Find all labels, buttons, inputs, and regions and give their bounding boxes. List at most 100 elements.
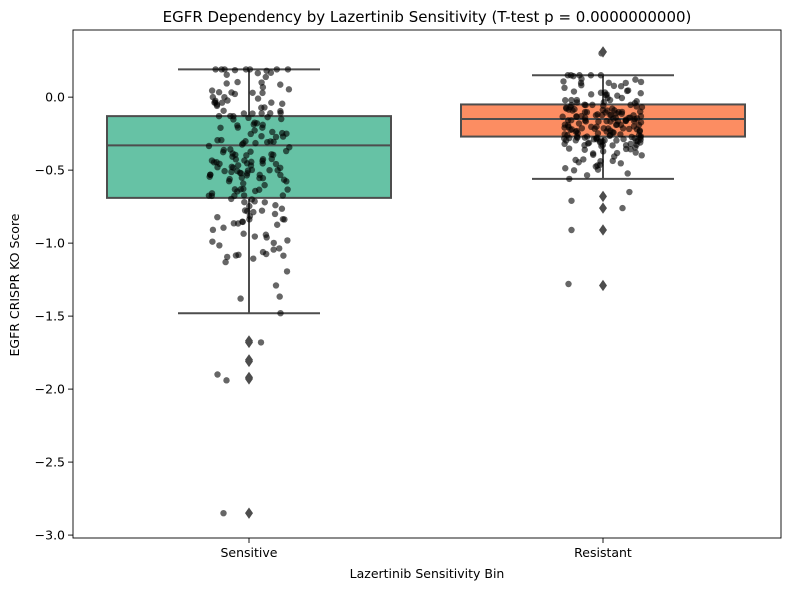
data-point-sensitive — [272, 160, 280, 168]
data-point-resistant — [561, 84, 568, 92]
data-point-sensitive — [228, 163, 235, 171]
data-point-resistant — [573, 113, 580, 121]
data-point-sensitive — [279, 129, 286, 137]
data-point-resistant — [570, 88, 578, 95]
data-point-resistant — [576, 72, 583, 79]
data-point-sensitive — [212, 66, 219, 73]
data-point-sensitive — [259, 124, 266, 131]
outlier-sensitive — [245, 336, 253, 349]
data-point-sensitive — [236, 169, 244, 176]
data-point-sensitive — [241, 207, 249, 214]
data-point-sensitive — [283, 268, 291, 275]
data-point-sensitive — [237, 295, 244, 302]
data-point-sensitive — [246, 202, 253, 210]
data-point-resistant — [619, 125, 627, 132]
data-point-resistant — [568, 226, 575, 234]
data-point-sensitive — [261, 181, 268, 189]
data-point-resistant — [594, 130, 602, 137]
data-point-sensitive — [213, 158, 220, 166]
data-point-sensitive — [251, 233, 259, 240]
data-point-sensitive — [269, 128, 276, 136]
data-point-sensitive — [221, 93, 228, 101]
data-point-sensitive — [243, 172, 250, 179]
data-point-sensitive — [267, 110, 274, 117]
outlier-resistant — [599, 46, 607, 58]
data-point-resistant — [612, 121, 620, 129]
data-point-sensitive — [216, 242, 223, 249]
y-tick-label: −2.5 — [35, 455, 65, 470]
data-point-resistant — [624, 87, 632, 94]
data-point-sensitive — [234, 124, 242, 131]
data-point-resistant — [620, 135, 627, 143]
x-axis-title: Lazertinib Sensitivity Bin — [350, 566, 505, 581]
data-point-sensitive — [228, 89, 235, 96]
data-point-resistant — [565, 280, 572, 288]
data-point-sensitive — [268, 99, 275, 106]
data-point-sensitive — [257, 339, 265, 346]
data-point-sensitive — [259, 157, 266, 165]
data-point-sensitive — [226, 175, 233, 183]
data-point-resistant — [599, 148, 607, 155]
data-point-resistant — [568, 197, 575, 204]
data-point-sensitive — [284, 186, 291, 193]
data-point-resistant — [581, 146, 588, 153]
data-point-resistant — [583, 108, 591, 116]
data-point-resistant — [637, 78, 645, 86]
data-point-sensitive — [220, 509, 227, 517]
data-point-resistant — [627, 140, 634, 147]
data-point-sensitive — [218, 99, 226, 106]
data-point-sensitive — [270, 239, 277, 247]
data-point-sensitive — [254, 69, 262, 77]
data-point-resistant — [605, 79, 612, 87]
data-point-sensitive — [249, 110, 256, 117]
data-point-sensitive — [231, 186, 239, 193]
data-point-resistant — [595, 118, 602, 125]
data-point-sensitive — [251, 127, 258, 134]
data-point-sensitive — [223, 80, 230, 87]
data-point-sensitive — [246, 66, 254, 73]
y-tick-label: 0.0 — [45, 90, 65, 105]
data-point-sensitive — [263, 67, 270, 74]
data-point-resistant — [609, 157, 616, 165]
data-point-sensitive — [263, 234, 270, 241]
data-point-sensitive — [279, 100, 286, 107]
data-point-sensitive — [280, 252, 287, 259]
data-point-sensitive — [272, 202, 279, 209]
y-tick-label: −3.0 — [35, 528, 65, 543]
data-point-resistant — [637, 119, 645, 126]
data-point-sensitive — [274, 167, 281, 174]
data-point-sensitive — [259, 84, 267, 91]
data-point-sensitive — [276, 245, 283, 252]
data-point-sensitive — [232, 252, 240, 259]
data-point-sensitive — [282, 147, 290, 155]
data-point-sensitive — [276, 293, 283, 300]
outlier-resistant — [599, 202, 607, 214]
data-point-sensitive — [221, 66, 228, 73]
data-point-resistant — [587, 91, 595, 98]
data-point-sensitive — [264, 139, 271, 146]
data-point-resistant — [618, 110, 625, 117]
data-point-resistant — [605, 125, 612, 132]
data-point-resistant — [618, 94, 626, 102]
data-point-sensitive — [223, 71, 230, 78]
data-point-resistant — [630, 123, 638, 130]
data-point-resistant — [617, 131, 624, 138]
data-point-resistant — [578, 125, 586, 132]
y-tick-label: −1.5 — [35, 309, 65, 324]
data-point-resistant — [560, 78, 567, 85]
data-point-resistant — [596, 161, 604, 169]
data-point-resistant — [609, 142, 616, 149]
data-point-resistant — [585, 139, 593, 146]
data-point-sensitive — [248, 196, 256, 203]
data-point-sensitive — [284, 66, 292, 73]
y-tick-label: −1.0 — [35, 236, 65, 251]
data-point-sensitive — [221, 167, 228, 175]
outlier-resistant — [599, 279, 607, 292]
data-point-resistant — [566, 175, 573, 183]
data-point-sensitive — [281, 216, 288, 223]
data-point-resistant — [613, 149, 621, 157]
outlier-resistant — [599, 190, 607, 203]
data-point-sensitive — [217, 124, 224, 131]
data-point-sensitive — [209, 226, 217, 234]
data-point-resistant — [570, 167, 578, 174]
